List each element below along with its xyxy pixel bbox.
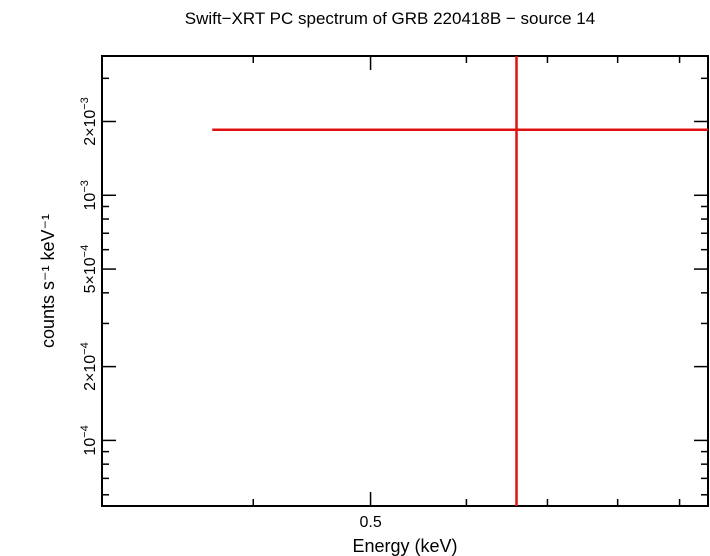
y-tick-label: 2×10−4 [79,342,99,391]
y-tick-label: 5×10−4 [79,245,99,294]
axis-ticks [101,56,708,506]
y-tick-labels: 10−4 2×10−4 5×10−4 10−3 2×10−3 [79,97,99,455]
y-tick-label: 2×10−3 [79,97,99,146]
x-axis-label: Energy (keV) [352,536,457,556]
plot-frame [101,55,709,507]
y-tick-label: 10−3 [79,180,99,210]
y-axis-label: counts s⁻¹ keV⁻¹ [38,214,58,348]
data-layer [212,56,708,506]
data-point [515,128,519,132]
x-tick-labels: 0.5 [359,514,381,531]
x-tick-label: 0.5 [359,514,381,531]
y-tick-label: 10−4 [79,425,99,455]
chart-title: Swift−XRT PC spectrum of GRB 220418B − s… [185,9,595,28]
